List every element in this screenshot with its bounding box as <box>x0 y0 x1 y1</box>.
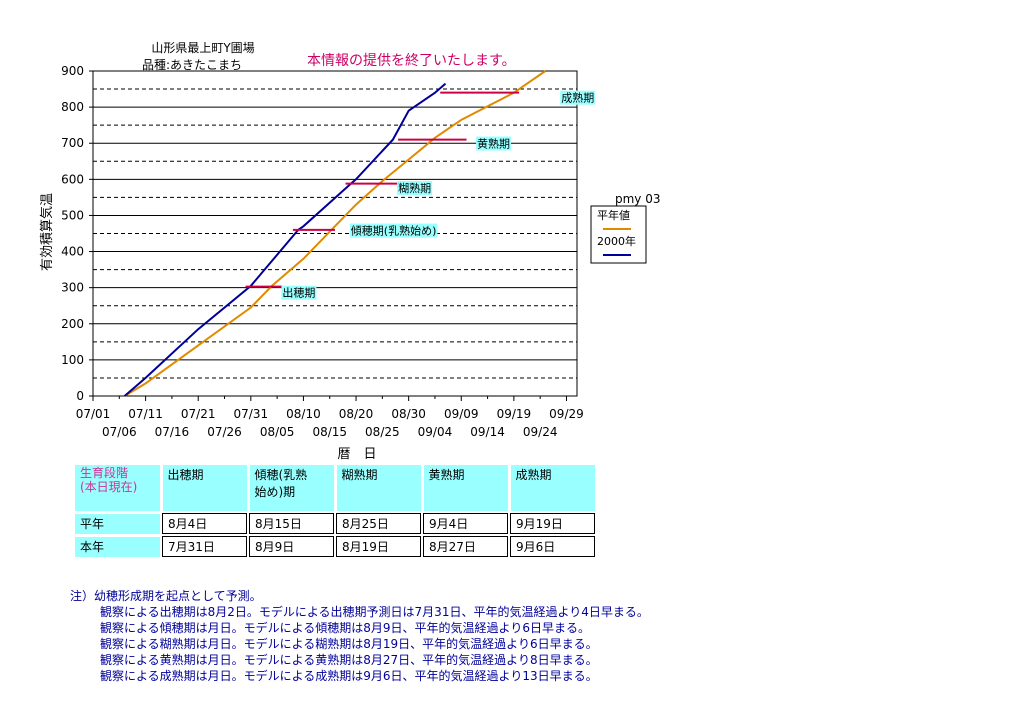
y-tick-label: 0 <box>76 389 84 403</box>
legend-title: pmy 03 <box>615 192 661 206</box>
corner-line-2: (本日現在) <box>80 480 138 494</box>
normal-year-line <box>124 70 546 397</box>
y-axis-label: 有効積算気温 <box>39 193 55 271</box>
note-line: 注）幼穂形成期を起点として予測。 <box>70 589 262 603</box>
stage-marker-label: 黄熟期 <box>477 137 510 151</box>
table-cell: 9月6日 <box>510 536 595 557</box>
x-tick-label: 09/09 <box>444 407 479 421</box>
x-tick-label: 08/25 <box>365 425 400 439</box>
table-cell: 9月4日 <box>423 513 508 534</box>
table-cell: 8月25日 <box>336 513 421 534</box>
x-tick-label: 09/14 <box>470 425 505 439</box>
x-tick-label: 09/19 <box>497 407 532 421</box>
x-tick-label: 08/15 <box>312 425 347 439</box>
x-tick-label: 07/26 <box>207 425 242 439</box>
x-tick-label: 08/20 <box>339 407 374 421</box>
stage-marker-label-bg <box>349 223 438 238</box>
table-cell: 8月27日 <box>423 536 508 557</box>
stage-header-tilting: 傾穂(乳熟 始め)期 <box>249 465 334 511</box>
notes: 注）幼穂形成期を起点として予測。 観察による出穂期は8月2日。モデルによる出穂期… <box>70 588 649 684</box>
note-line: 観察による出穂期は8月2日。モデルによる出穂期予測日は7月31日、平年的気温経過… <box>100 605 649 619</box>
row-label-this-year: 本年 <box>75 536 160 557</box>
note-line: 観察による成熟期は月日。モデルによる成熟期は9月6日、平年的気温経過より13日早… <box>100 669 598 683</box>
x-tick-label: 07/11 <box>128 407 163 421</box>
x-tick-label: 07/16 <box>155 425 190 439</box>
y-tick-label: 500 <box>61 208 84 222</box>
note-line: 観察による糊熟期は月日。モデルによる糊熟期は8月19日、平年的気温経過より6日早… <box>100 637 598 651</box>
service-end-notice: 本情報の提供を終了いたします。 <box>307 53 516 69</box>
stage-marker-label-bg <box>560 90 596 105</box>
stage-marker-label-bg <box>397 180 433 195</box>
stage-header-maturity: 成熟期 <box>510 465 595 511</box>
x-tick-label: 08/05 <box>260 425 295 439</box>
x-tick-label: 09/29 <box>549 407 584 421</box>
growth-stage-table: 生育段階 (本日現在) 出穂期 傾穂(乳熟 始め)期 糊熟期 黄熟期 成熟期 平… <box>75 465 595 557</box>
stage-marker-label: 出穂期 <box>282 286 315 300</box>
legend-entry-label: 2000年 <box>597 234 636 248</box>
y-tick-label: 700 <box>61 136 84 150</box>
x-tick-label: 07/31 <box>234 407 269 421</box>
stage-name: 糊熟期 <box>341 468 378 482</box>
y-tick-label: 400 <box>61 245 84 259</box>
stage-marker-label-bg <box>476 136 512 151</box>
variety-title: 品種:あきたこまち <box>142 58 242 72</box>
corner-line-1: 生育段階 <box>80 466 129 480</box>
table-row: 平年 8月4日 8月15日 8月25日 9月4日 9月19日 <box>75 513 595 534</box>
current-year-line <box>123 82 447 397</box>
x-axis-label: 暦 日 <box>337 447 376 462</box>
legend-entry-label: 平年値 <box>597 208 630 222</box>
stage-marker-label-bg <box>281 285 317 300</box>
x-tick-label: 09/24 <box>523 425 558 439</box>
plot-area: 0 100 200 300 400 500 600 700 800 900 07/01 07/11 07… <box>61 64 596 439</box>
note-line: 観察による黄熟期は月日。モデルによる黄熟期は8月27日、平年的気温経過より8日早… <box>100 653 598 667</box>
x-tick-label: 07/21 <box>181 407 216 421</box>
table-cell: 8月9日 <box>249 536 334 557</box>
table-cell: 8月15日 <box>249 513 334 534</box>
x-tick-label: 08/10 <box>286 407 321 421</box>
x-tick-label: 07/01 <box>76 407 111 421</box>
stage-marker-label: 成熟期 <box>561 91 594 105</box>
stage-header-corner: 生育段階 (本日現在) <box>75 465 160 511</box>
stage-header-heading: 出穂期 <box>162 465 247 511</box>
x-tick-label: 08/30 <box>391 407 426 421</box>
stage-name-line-2: 始め)期 <box>254 485 296 499</box>
stage-header-yellow: 黄熟期 <box>423 465 508 511</box>
y-tick-label: 600 <box>61 172 84 186</box>
table-cell: 7月31日 <box>162 536 247 557</box>
y-tick-label: 900 <box>61 64 84 78</box>
stage-name: 出穂期 <box>167 468 204 482</box>
stage-name: 成熟期 <box>515 468 552 482</box>
legend-box <box>590 205 647 264</box>
table-row: 本年 7月31日 8月9日 8月19日 8月27日 9月6日 <box>75 536 595 557</box>
stage-marker-label: 傾穂期(乳熟始め) <box>351 224 437 238</box>
stage-name: 傾穂(乳熟 <box>254 468 308 482</box>
accumulated-temperature-chart: 山形県最上町Y圃場 品種:あきたこまち 本情報の提供を終了いたします。 有効積算… <box>39 41 661 462</box>
legend: pmy 03 平年値 2000年 <box>590 192 661 264</box>
x-tick-label: 07/06 <box>102 425 137 439</box>
table-cell: 8月19日 <box>336 536 421 557</box>
table-cell: 9月19日 <box>510 513 595 534</box>
table-cell: 8月4日 <box>162 513 247 534</box>
note-line: 観察による傾穂期は月日。モデルによる傾穂期は8月9日、平年的気温経過より6日早ま… <box>100 621 590 635</box>
stage-header-dough: 糊熟期 <box>336 465 421 511</box>
y-tick-label: 200 <box>61 317 84 331</box>
y-tick-label: 100 <box>61 353 84 367</box>
location-title: 山形県最上町Y圃場 <box>151 41 254 55</box>
x-tick-label: 09/04 <box>418 425 453 439</box>
y-tick-label: 300 <box>61 281 84 295</box>
stage-name: 黄熟期 <box>428 468 465 482</box>
stage-marker-label: 糊熟期 <box>398 181 431 195</box>
y-tick-label: 800 <box>61 100 84 114</box>
row-label-normal: 平年 <box>75 513 160 534</box>
